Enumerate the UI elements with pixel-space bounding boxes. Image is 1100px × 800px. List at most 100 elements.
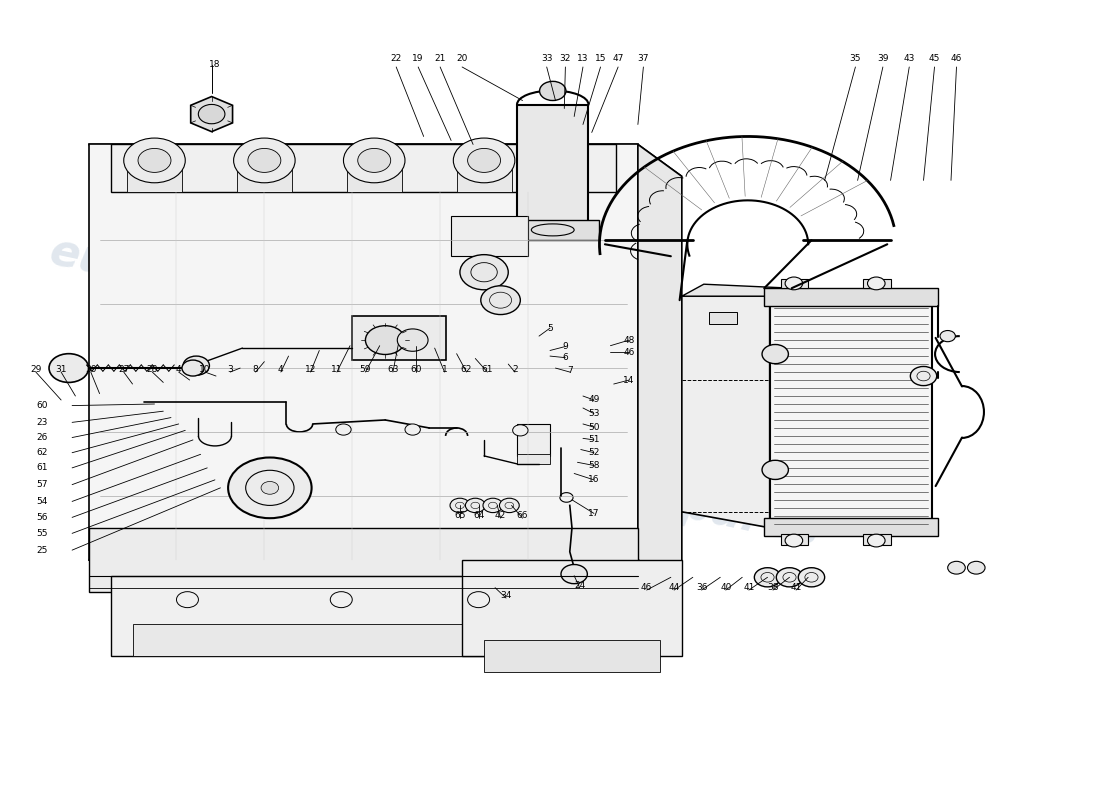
Bar <box>864 278 891 288</box>
Circle shape <box>499 498 519 513</box>
Text: 21: 21 <box>434 54 446 62</box>
Text: 27: 27 <box>118 365 130 374</box>
Circle shape <box>785 277 803 290</box>
Circle shape <box>248 149 280 172</box>
Circle shape <box>481 286 520 314</box>
Circle shape <box>123 138 185 182</box>
Text: 29: 29 <box>30 365 42 374</box>
Text: 22: 22 <box>390 54 402 62</box>
Polygon shape <box>89 145 638 560</box>
Polygon shape <box>682 296 770 528</box>
Bar <box>236 169 292 192</box>
Circle shape <box>358 149 390 172</box>
Text: 1: 1 <box>442 365 448 374</box>
Circle shape <box>468 149 500 172</box>
Text: 14: 14 <box>624 375 635 385</box>
Text: 4: 4 <box>278 365 284 374</box>
Circle shape <box>343 138 405 182</box>
Text: 24: 24 <box>574 581 585 590</box>
Circle shape <box>513 425 528 436</box>
Circle shape <box>762 460 789 479</box>
Circle shape <box>405 424 420 435</box>
Text: 4: 4 <box>176 365 182 374</box>
Polygon shape <box>89 145 682 176</box>
Text: 5: 5 <box>547 324 553 333</box>
Text: 65: 65 <box>454 511 465 520</box>
Bar <box>111 576 638 655</box>
Bar <box>352 316 446 360</box>
Circle shape <box>540 82 565 101</box>
Text: 7: 7 <box>566 366 573 375</box>
Circle shape <box>176 592 198 608</box>
Bar <box>456 169 512 192</box>
Text: 12: 12 <box>305 365 316 374</box>
Text: 62: 62 <box>461 365 472 374</box>
Text: 50: 50 <box>588 422 600 432</box>
Circle shape <box>777 568 803 587</box>
Polygon shape <box>190 97 232 132</box>
Text: 46: 46 <box>950 54 962 62</box>
Text: 15: 15 <box>595 54 606 62</box>
Text: 31: 31 <box>55 365 67 374</box>
Bar <box>451 216 528 256</box>
Bar <box>517 424 550 456</box>
Circle shape <box>50 354 89 382</box>
Text: 13: 13 <box>578 54 588 62</box>
Text: 34: 34 <box>500 591 512 600</box>
Text: 58: 58 <box>588 461 600 470</box>
Circle shape <box>799 568 825 587</box>
Bar <box>484 639 660 671</box>
Bar <box>864 534 891 546</box>
Circle shape <box>198 105 224 124</box>
Text: 43: 43 <box>903 54 915 62</box>
Text: 62: 62 <box>36 448 48 458</box>
Text: 37: 37 <box>638 54 649 62</box>
Text: 32: 32 <box>560 54 571 62</box>
Text: 47: 47 <box>613 54 624 62</box>
Text: 60: 60 <box>410 365 421 374</box>
Bar <box>764 288 938 306</box>
Circle shape <box>183 356 209 375</box>
Text: 54: 54 <box>36 497 48 506</box>
Circle shape <box>465 498 485 513</box>
Text: 33: 33 <box>541 54 552 62</box>
Bar <box>781 534 808 546</box>
Text: 48: 48 <box>624 336 635 345</box>
Circle shape <box>138 149 170 172</box>
Text: 18: 18 <box>209 60 221 69</box>
Text: 59: 59 <box>360 365 371 374</box>
Text: 60: 60 <box>36 401 48 410</box>
Polygon shape <box>682 284 792 296</box>
Text: 35: 35 <box>849 54 861 62</box>
Circle shape <box>453 138 515 182</box>
Text: eurospares: eurospares <box>540 454 824 554</box>
Text: 26: 26 <box>36 433 48 442</box>
Text: 64: 64 <box>473 511 484 520</box>
Text: 56: 56 <box>36 513 48 522</box>
Text: 11: 11 <box>331 365 342 374</box>
Text: 45: 45 <box>928 54 940 62</box>
Circle shape <box>450 498 470 513</box>
Text: 46: 46 <box>624 347 635 357</box>
Circle shape <box>182 360 204 376</box>
Polygon shape <box>89 560 682 592</box>
Text: 16: 16 <box>588 475 600 484</box>
Text: 52: 52 <box>588 448 600 458</box>
Text: 36: 36 <box>696 583 707 592</box>
Circle shape <box>868 534 886 547</box>
Text: 61: 61 <box>482 365 493 374</box>
Bar <box>236 486 302 496</box>
Circle shape <box>940 330 956 342</box>
Circle shape <box>911 366 937 386</box>
Text: 10: 10 <box>199 365 211 374</box>
Text: 9: 9 <box>562 342 569 351</box>
Text: 3: 3 <box>228 365 233 374</box>
Text: 53: 53 <box>588 409 600 418</box>
Text: 25: 25 <box>36 546 48 554</box>
Text: 51: 51 <box>588 435 600 445</box>
Bar <box>517 454 550 464</box>
Text: 61: 61 <box>36 463 48 472</box>
Bar <box>126 169 182 192</box>
Text: 30: 30 <box>85 365 97 374</box>
Circle shape <box>330 592 352 608</box>
